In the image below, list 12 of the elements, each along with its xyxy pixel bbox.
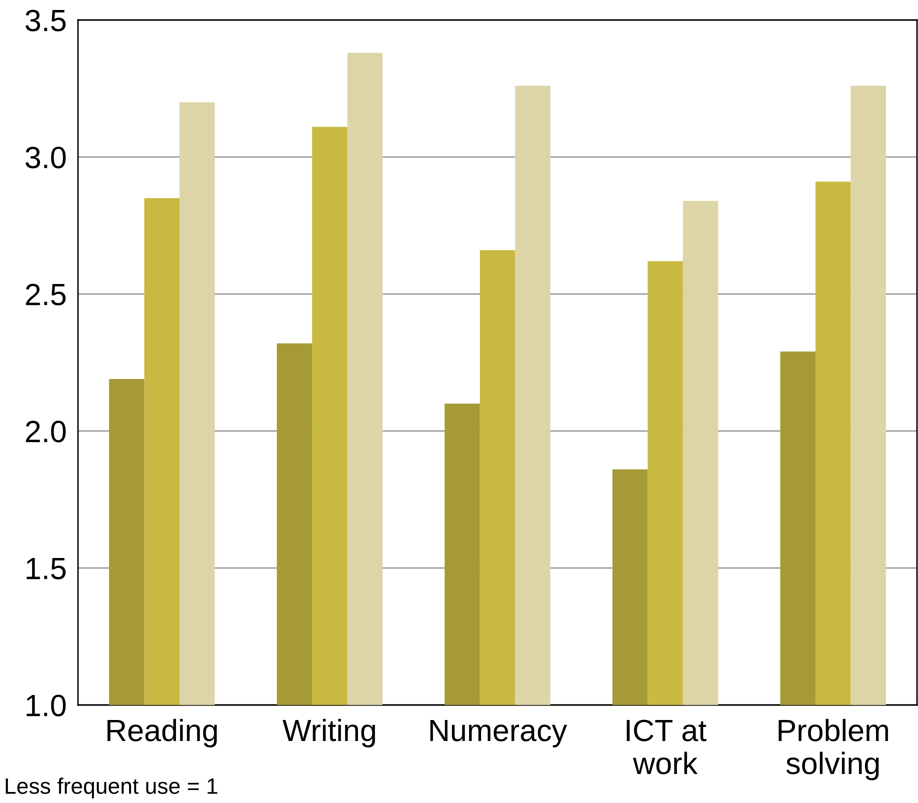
y-tick-label: 1.5 bbox=[26, 558, 66, 580]
y-tick-label: 3.0 bbox=[26, 146, 66, 168]
x-tick-label: Writing bbox=[282, 718, 375, 748]
x-tick-label: Problem solving bbox=[778, 718, 888, 780]
text: Less frequent use = 1 bbox=[6, 778, 218, 798]
x-tick-label: Reading bbox=[108, 718, 217, 748]
y-tick-label: 2.0 bbox=[26, 420, 66, 442]
y-tick-label: 2.5 bbox=[26, 284, 66, 306]
x-tick-label: ICT at work bbox=[626, 720, 706, 774]
y-tick-label: 1.0 bbox=[26, 694, 66, 716]
y-tick-label: 3.5 bbox=[26, 10, 66, 32]
x-tick-label: Numeracy bbox=[430, 720, 568, 748]
